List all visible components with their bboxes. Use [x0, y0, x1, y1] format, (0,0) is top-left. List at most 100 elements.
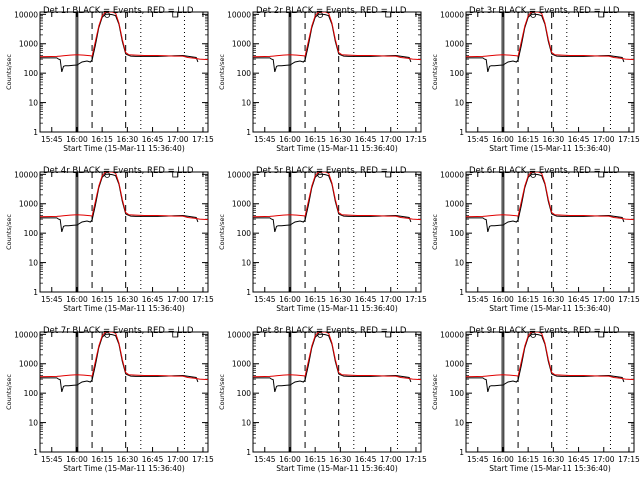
x-tick-label: 17:15 [618, 295, 640, 304]
x-tick-label: 16:30 [330, 135, 352, 144]
events-curve [253, 333, 412, 393]
y-tick-label: 1000 [19, 40, 38, 49]
plot-frame [252, 11, 422, 133]
x-tick-label: 16:30 [543, 135, 565, 144]
x-tick-label: 16:00 [492, 135, 514, 144]
y-axis-label: Counts/sec [5, 54, 13, 90]
curve-group [466, 12, 634, 73]
y-axis-label: Counts/sec [431, 214, 439, 250]
x-tick-label: 16:45 [142, 135, 164, 144]
panel-title: Det 8r BLACK = Events, RED = LLD [256, 326, 407, 336]
x-tick-label: 17:15 [405, 455, 427, 464]
plot-frame [39, 331, 209, 453]
y-tick-label: 100 [237, 389, 252, 398]
top-bracket-marker [598, 12, 605, 18]
x-axis-label: Start Time (15-Mar-11 15:36:40) [276, 464, 398, 473]
x-tick-label: 16:45 [142, 455, 164, 464]
panel-title: Det 7r BLACK = Events, RED = LLD [43, 326, 194, 336]
y-tick-label: 10000 [440, 10, 464, 19]
y-tick-label: 10 [28, 419, 38, 428]
panel-title: Det 5r BLACK = Events, RED = LLD [256, 166, 407, 176]
events-curve [466, 173, 625, 233]
x-axis-label: Start Time (15-Mar-11 15:36:40) [63, 144, 185, 153]
y-tick-label: 1000 [19, 200, 38, 209]
peak-marker-circle [530, 172, 537, 178]
panel-4: 1 10 100 1000 10000 15:45 16:00 16:15 16:30 16:45… [5, 166, 214, 313]
plot-frame [39, 171, 209, 293]
x-tick-label: 17:00 [593, 455, 615, 464]
y-tick-label: 1000 [232, 360, 251, 369]
x-tick-label: 16:15 [91, 295, 113, 304]
y-tick-label: 1 [33, 288, 38, 297]
x-tick-label: 16:45 [355, 135, 377, 144]
x-tick-label: 16:15 [91, 455, 113, 464]
panel-2: 1 10 100 1000 10000 15:45 16:00 16:15 16:30 16:45… [218, 6, 427, 153]
y-tick-label: 10 [28, 259, 38, 268]
events-curve [40, 13, 199, 73]
peak-marker-circle [317, 12, 324, 18]
events-curve [466, 13, 625, 73]
x-tick-label: 16:15 [517, 295, 539, 304]
y-axis-label: Counts/sec [431, 54, 439, 90]
lld-curve [466, 12, 634, 61]
panel-6: 1 10 100 1000 10000 15:45 16:00 16:15 16:30 16:45… [431, 166, 640, 313]
panel-title: Det 9r BLACK = Events, RED = LLD [469, 326, 620, 336]
x-tick-label: 16:30 [543, 295, 565, 304]
x-tick-label: 16:45 [568, 135, 590, 144]
plot-frame [465, 171, 635, 293]
peak-marker-circle [317, 332, 324, 338]
x-tick-label: 16:30 [330, 295, 352, 304]
curve-group [40, 12, 208, 73]
y-axis-label: Counts/sec [218, 374, 226, 410]
lld-curve [253, 332, 421, 381]
y-tick-label: 100 [237, 69, 252, 78]
y-tick-label: 1 [246, 448, 251, 457]
lld-curve [466, 172, 634, 221]
x-tick-label: 15:45 [467, 455, 489, 464]
y-tick-label: 10000 [227, 330, 251, 339]
peak-marker-circle [530, 332, 537, 338]
plot-frame [465, 11, 635, 133]
panel-7: 1 10 100 1000 10000 15:45 16:00 16:15 16:30 16:45… [5, 326, 214, 473]
x-tick-label: 16:45 [355, 295, 377, 304]
x-tick-label: 16:00 [66, 295, 88, 304]
plot-frame [39, 11, 209, 133]
y-tick-label: 10000 [227, 10, 251, 19]
x-tick-label: 16:45 [355, 455, 377, 464]
x-axis-label: Start Time (15-Mar-11 15:36:40) [276, 144, 398, 153]
x-axis-label: Start Time (15-Mar-11 15:36:40) [63, 464, 185, 473]
peak-marker-circle [530, 12, 537, 18]
x-tick-label: 17:00 [380, 295, 402, 304]
x-tick-label: 16:15 [304, 455, 326, 464]
y-tick-label: 1000 [232, 40, 251, 49]
lld-curve [253, 12, 421, 61]
panel-title: Det 6r BLACK = Events, RED = LLD [469, 166, 620, 176]
x-axis-label: Start Time (15-Mar-11 15:36:40) [63, 304, 185, 313]
y-tick-label: 10000 [440, 170, 464, 179]
curve-group [466, 172, 634, 233]
curve-group [253, 12, 421, 73]
x-tick-label: 17:00 [167, 455, 189, 464]
x-tick-label: 16:15 [517, 455, 539, 464]
y-tick-label: 10 [241, 99, 251, 108]
y-tick-label: 1000 [445, 200, 464, 209]
x-tick-label: 16:15 [517, 135, 539, 144]
x-tick-label: 15:45 [41, 135, 63, 144]
curve-group [466, 332, 634, 393]
x-axis-label: Start Time (15-Mar-11 15:36:40) [489, 144, 611, 153]
x-tick-label: 16:00 [279, 455, 301, 464]
x-tick-label: 15:45 [467, 295, 489, 304]
y-tick-label: 10000 [227, 170, 251, 179]
top-bracket-marker [598, 172, 605, 178]
lld-curve [253, 172, 421, 221]
y-tick-label: 1 [459, 288, 464, 297]
y-tick-label: 1000 [445, 40, 464, 49]
y-tick-label: 1 [33, 448, 38, 457]
x-tick-label: 16:00 [279, 135, 301, 144]
panel-8: 1 10 100 1000 10000 15:45 16:00 16:15 16:30 16:45… [218, 326, 427, 473]
panel-3: 1 10 100 1000 10000 15:45 16:00 16:15 16:30 16:45… [431, 6, 640, 153]
y-tick-label: 100 [450, 229, 465, 238]
y-tick-label: 1 [459, 448, 464, 457]
y-tick-label: 10 [454, 419, 464, 428]
x-tick-label: 16:45 [142, 295, 164, 304]
